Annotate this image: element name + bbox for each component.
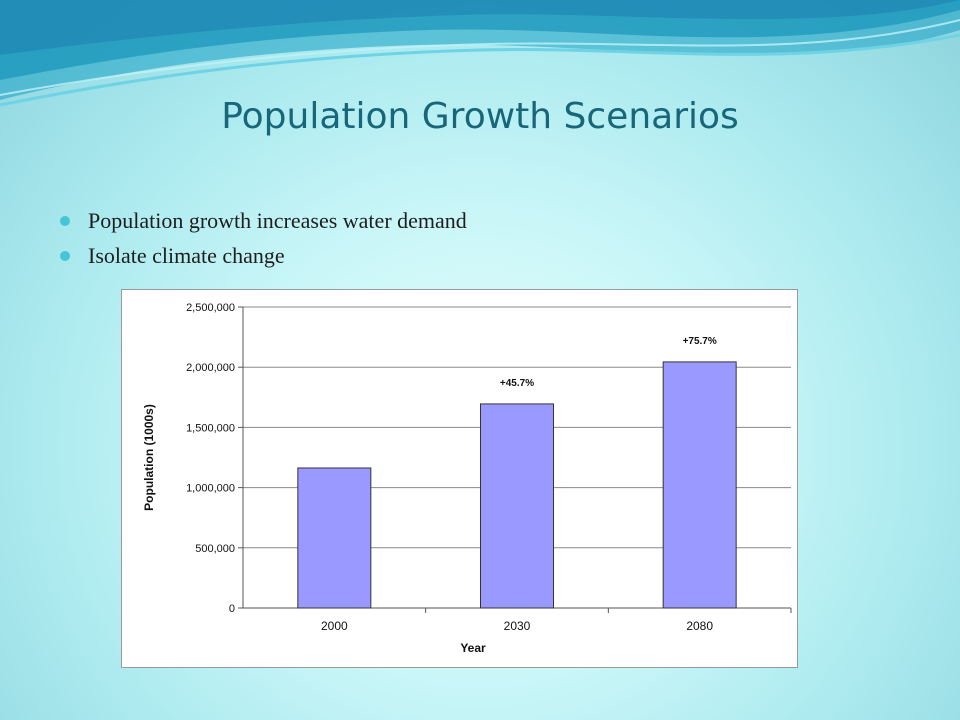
slide-title: Population Growth Scenarios [221,96,739,137]
bar [662,361,737,609]
bullet-text: Isolate climate change [88,243,285,268]
y-tick-label: 2,000,000 [186,362,235,374]
bullet-text: Population growth increases water demand [88,208,467,233]
population-chart: 0 500,000 1,000,000 1,500,000 2,000,000 2,500… [121,289,798,668]
data-label: +75.7% [683,336,717,347]
x-tick-label: 2080 [686,619,713,633]
x-axis-title: Year [460,641,486,655]
population-chart-svg: 0 500,000 1,000,000 1,500,000 2,000,000 2,500… [142,302,792,655]
x-tick-label: 2030 [504,619,531,633]
bullet-list: Population growth increases water demand… [60,208,467,278]
y-tick-label: 0 [229,603,235,615]
bar [480,403,554,609]
bullet-item: Isolate climate change [60,243,467,269]
bullet-icon [60,251,70,261]
bullet-item: Population growth increases water demand [60,208,467,234]
y-tick-label: 2,500,000 [186,302,235,314]
bar [297,467,372,609]
y-axis-title: Population (1000s) [142,404,156,511]
y-tick-label: 1,000,000 [186,483,235,495]
y-tick-label: 500,000 [195,543,235,555]
y-tick-label: 1,500,000 [186,422,235,434]
bullet-icon [60,216,70,226]
x-tick-label: 2000 [321,619,348,633]
data-label: +45.7% [500,378,534,389]
header-wave-decoration [0,0,960,107]
